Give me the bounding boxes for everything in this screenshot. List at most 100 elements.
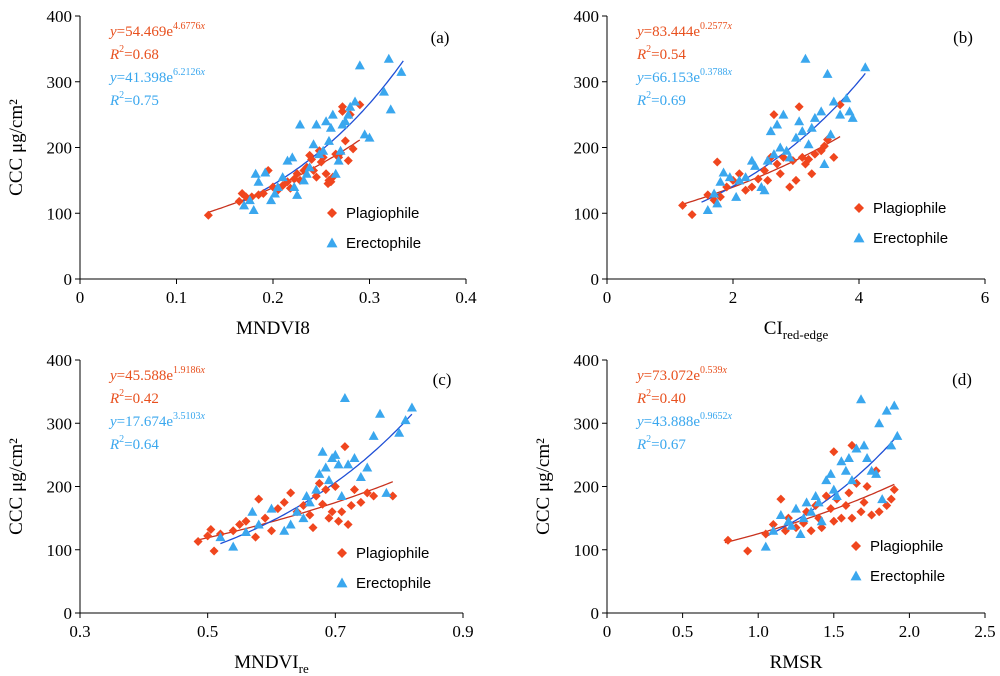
erectophile-point [809, 112, 820, 122]
legend-erectophile-marker [850, 570, 862, 581]
erectophile-point [298, 513, 309, 523]
y-tick-label: 300 [47, 73, 73, 92]
legend-erectophile-marker [336, 577, 348, 588]
erectophile-point [253, 176, 264, 186]
plagiophile-point [348, 144, 358, 154]
plagiophile-point [321, 169, 331, 179]
erectophile-r2: R2=0.64 [109, 434, 159, 453]
plagiophile-point [847, 440, 857, 450]
y-axis-title: CCC μg/cm² [533, 438, 554, 535]
erectophile-point [828, 96, 839, 106]
erectophile-point [349, 453, 360, 463]
erectophile-point [295, 119, 306, 129]
erectophile-point [712, 198, 723, 208]
y-axis-title: CCC μg/cm² [6, 438, 27, 535]
legend: Plagiophile Erectophile [853, 200, 948, 247]
y-tick-label: 400 [47, 7, 73, 26]
erectophile-r2: R2=0.75 [109, 90, 159, 109]
erectophile-point [760, 541, 771, 551]
plagiophile-point [836, 513, 846, 523]
erectophile-point [765, 126, 776, 136]
plagiophile-point [209, 546, 219, 556]
plagiophile-point [279, 497, 289, 507]
plagiophile-r2: R2=0.68 [109, 44, 159, 63]
plagiophile-point [804, 154, 814, 164]
erectophile-point [874, 418, 885, 428]
y-axis-title: CCC μg/cm² [6, 99, 27, 196]
erectophile-point [375, 408, 386, 418]
y-tick-label: 400 [574, 7, 600, 26]
erectophile-point [709, 188, 720, 198]
erectophile-point [240, 527, 251, 537]
erectophile-point [734, 175, 745, 185]
erectophile-point [856, 394, 867, 404]
plagiophile-point [362, 488, 372, 498]
erectophile-point [323, 475, 334, 485]
erectophile-equation: y=17.674e3.5103x [108, 411, 206, 430]
erectophile-point [330, 449, 341, 459]
erectophile-point [333, 459, 344, 469]
plagiophile-point [747, 182, 757, 192]
erectophile-point [866, 465, 877, 475]
panel-label: (b) [953, 28, 973, 47]
erectophile-point [786, 520, 797, 530]
erectophile-point [718, 167, 729, 177]
plagiophile-fit-line [724, 483, 895, 544]
erectophile-point [289, 181, 300, 191]
erectophile-point [301, 490, 312, 500]
erectophile-point [851, 443, 862, 453]
erectophile-point [244, 195, 255, 205]
erectophile-point [862, 453, 873, 463]
erectophile-point [819, 158, 830, 168]
erectophile-point [784, 152, 795, 162]
y-tick-label: 200 [574, 139, 600, 158]
plagiophile-point [346, 500, 356, 510]
legend-erectophile-label: Erectophile [870, 568, 945, 585]
erectophile-point [781, 145, 792, 155]
erectophile-point [825, 468, 836, 478]
plagiophile-point [337, 507, 347, 517]
x-tick-label: 1.0 [748, 622, 769, 641]
plagiophile-point [778, 152, 788, 162]
erectophile-point [715, 176, 726, 186]
erectophile-point [292, 189, 303, 199]
y-tick-label: 300 [574, 73, 600, 92]
erectophile-point [836, 456, 847, 466]
plagiophile-point [769, 110, 779, 120]
erectophile-point [323, 135, 334, 145]
plagiophile-point [203, 531, 213, 541]
plagiophile-point [829, 516, 839, 526]
x-tick-label: 0.9 [452, 622, 473, 641]
erectophile-point [406, 402, 417, 412]
plagiophile-point [723, 535, 733, 545]
erectophile-point [318, 145, 329, 155]
x-tick-label: 0.5 [672, 622, 693, 641]
erectophile-point [400, 415, 411, 425]
plagiophile-point [847, 513, 857, 523]
plagiophile-equation: y=83.444e0.2577x [635, 21, 733, 40]
x-tick-label: 2.5 [974, 622, 995, 641]
legend-erectophile-marker [326, 237, 338, 248]
erectophile-point [364, 132, 375, 142]
plagiophile-point [806, 526, 816, 536]
plagiophile-point [785, 182, 795, 192]
plagiophile-point [829, 152, 839, 162]
erectophile-point [272, 181, 283, 191]
plagiophile-point [886, 494, 896, 504]
erectophile-point [292, 506, 303, 516]
legend-plagiophile-marker [851, 541, 861, 551]
plagiophile-point [794, 102, 804, 112]
legend-erectophile-label: Erectophile [356, 575, 431, 592]
y-tick-label: 400 [47, 351, 73, 370]
plagiophile-point [292, 169, 302, 179]
plagiophile-point [258, 189, 268, 199]
erectophile-point [247, 506, 258, 516]
plagiophile-r2: R2=0.40 [636, 388, 686, 407]
erectophile-point [266, 195, 277, 205]
plagiophile-point [753, 174, 763, 184]
erectophile-point [816, 106, 827, 116]
panel-label: (a) [431, 28, 450, 47]
plagiophile-point [817, 523, 827, 533]
legend-plagiophile-marker [337, 548, 347, 558]
erectophile-point [269, 188, 280, 198]
